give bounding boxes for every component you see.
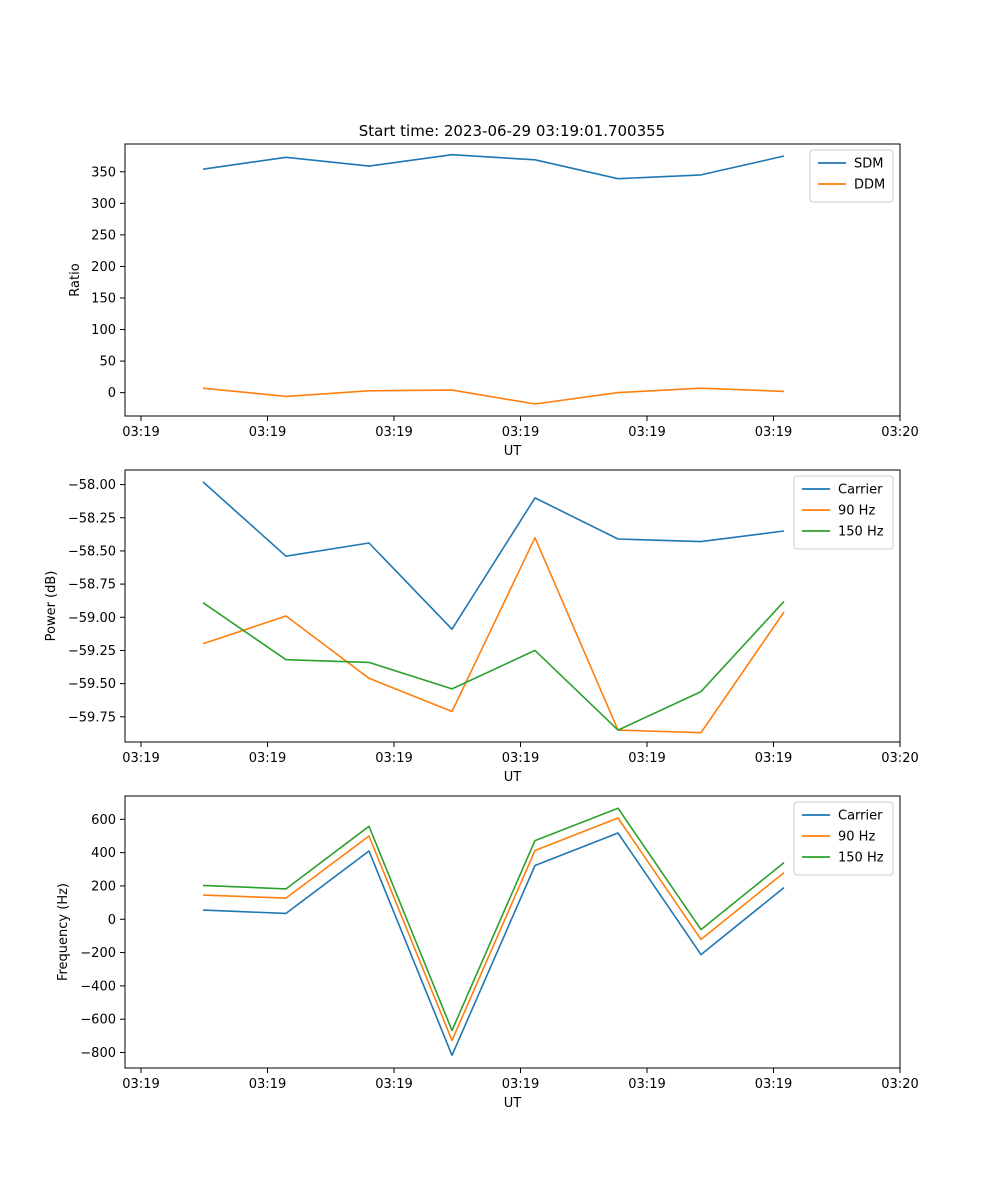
series-line-90-hz: [202, 817, 785, 1042]
y-axis-label: Power (dB): [44, 571, 59, 642]
x-tick-label: 03:19: [249, 1077, 286, 1092]
x-tick-label: 03:20: [881, 1077, 918, 1092]
y-axis-label: Ratio: [68, 263, 83, 296]
y-axis-label: Frequency (Hz): [56, 883, 71, 981]
x-axis-label: UT: [504, 770, 522, 785]
x-axis-label: UT: [504, 1096, 522, 1111]
series-line-sdm: [202, 153, 785, 180]
x-axis-label: UT: [504, 444, 522, 459]
chart-panel-3: −800 −600 −400 −200 0 200 400 600 03:19 03:19 03:1…: [56, 795, 919, 1111]
x-tick-label: 03:19: [249, 751, 286, 766]
legend-label: 90 Hz: [838, 830, 875, 845]
y-tick-label: −59.00: [68, 611, 116, 626]
plot-frame: [124, 469, 901, 743]
x-tick-label: 03:19: [375, 1077, 412, 1092]
series-line-150-hz: [202, 807, 785, 1032]
legend-label: 150 Hz: [838, 525, 884, 540]
y-tick-label: −58.50: [68, 544, 116, 559]
x-tick-label: 03:19: [628, 425, 665, 440]
series-line-carrier: [202, 481, 785, 631]
x-tick-label: 03:19: [502, 1077, 539, 1092]
y-tick-label: 400: [91, 846, 116, 861]
x-tick-label: 03:19: [628, 1077, 665, 1092]
y-tick-label: 0: [108, 386, 116, 401]
chart-panel-2: −58.00 −58.25 −58.50 −58.75 −59.00 −59.25 −59.…: [44, 469, 919, 785]
x-tick-label: 03:19: [502, 425, 539, 440]
y-tick-label: −200: [80, 946, 116, 961]
y-tick-label: 0: [108, 913, 116, 928]
series-line-ddm: [202, 387, 785, 405]
series-line-carrier: [202, 832, 785, 1057]
y-tick-label: 250: [91, 228, 116, 243]
x-tick-label: 03:19: [755, 751, 792, 766]
x-tick-label: 03:19: [375, 751, 412, 766]
x-tick-label: 03:19: [755, 1077, 792, 1092]
y-tick-label: −59.75: [68, 710, 116, 725]
legend-label: 150 Hz: [838, 851, 884, 866]
chart-panel-1: 0 50 100 150 200 250 300 350 03:19 03:19 03:19 03:1…: [68, 143, 919, 459]
plot-frame: [124, 795, 901, 1069]
y-tick-label: 300: [91, 197, 116, 212]
legend-label: Carrier: [838, 809, 883, 824]
legend-label: DDM: [854, 178, 885, 193]
x-tick-label: 03:19: [628, 751, 665, 766]
x-tick-label: 03:20: [881, 425, 918, 440]
y-tick-label: 600: [91, 813, 116, 828]
panels: 0 50 100 150 200 250 300 350 03:19 03:19 03:19 03:1…: [44, 143, 919, 1111]
series-line-90-hz: [202, 536, 785, 734]
y-tick-label: 150: [91, 291, 116, 306]
figure-title: Start time: 2023-06-29 03:19:01.700355: [359, 122, 665, 140]
legend-label: Carrier: [838, 483, 883, 498]
x-tick-label: 03:20: [881, 751, 918, 766]
x-tick-label: 03:19: [755, 425, 792, 440]
x-tick-label: 03:19: [122, 425, 159, 440]
y-tick-label: 100: [91, 323, 116, 338]
x-tick-label: 03:19: [122, 1077, 159, 1092]
y-tick-label: −400: [80, 979, 116, 994]
y-tick-label: 350: [91, 165, 116, 180]
y-tick-label: −800: [80, 1046, 116, 1061]
y-tick-label: −58.75: [68, 578, 116, 593]
x-tick-label: 03:19: [249, 425, 286, 440]
plot-frame: [124, 143, 901, 417]
y-tick-label: 200: [91, 879, 116, 894]
legend: SDM DDM: [809, 149, 894, 203]
x-tick-label: 03:19: [375, 425, 412, 440]
y-tick-label: 200: [91, 260, 116, 275]
y-tick-label: 50: [99, 355, 116, 370]
y-tick-label: −58.00: [68, 478, 116, 493]
x-tick-label: 03:19: [122, 751, 159, 766]
y-tick-label: −58.25: [68, 511, 116, 526]
y-tick-label: −59.50: [68, 677, 116, 692]
legend: Carrier 90 Hz 150 Hz: [793, 475, 894, 550]
y-tick-label: −600: [80, 1013, 116, 1028]
legend: Carrier 90 Hz 150 Hz: [793, 801, 894, 876]
y-tick-label: −59.25: [68, 644, 116, 659]
x-tick-label: 03:19: [502, 751, 539, 766]
legend-label: SDM: [854, 157, 883, 172]
series-line-150-hz: [202, 600, 785, 731]
legend-label: 90 Hz: [838, 504, 875, 519]
